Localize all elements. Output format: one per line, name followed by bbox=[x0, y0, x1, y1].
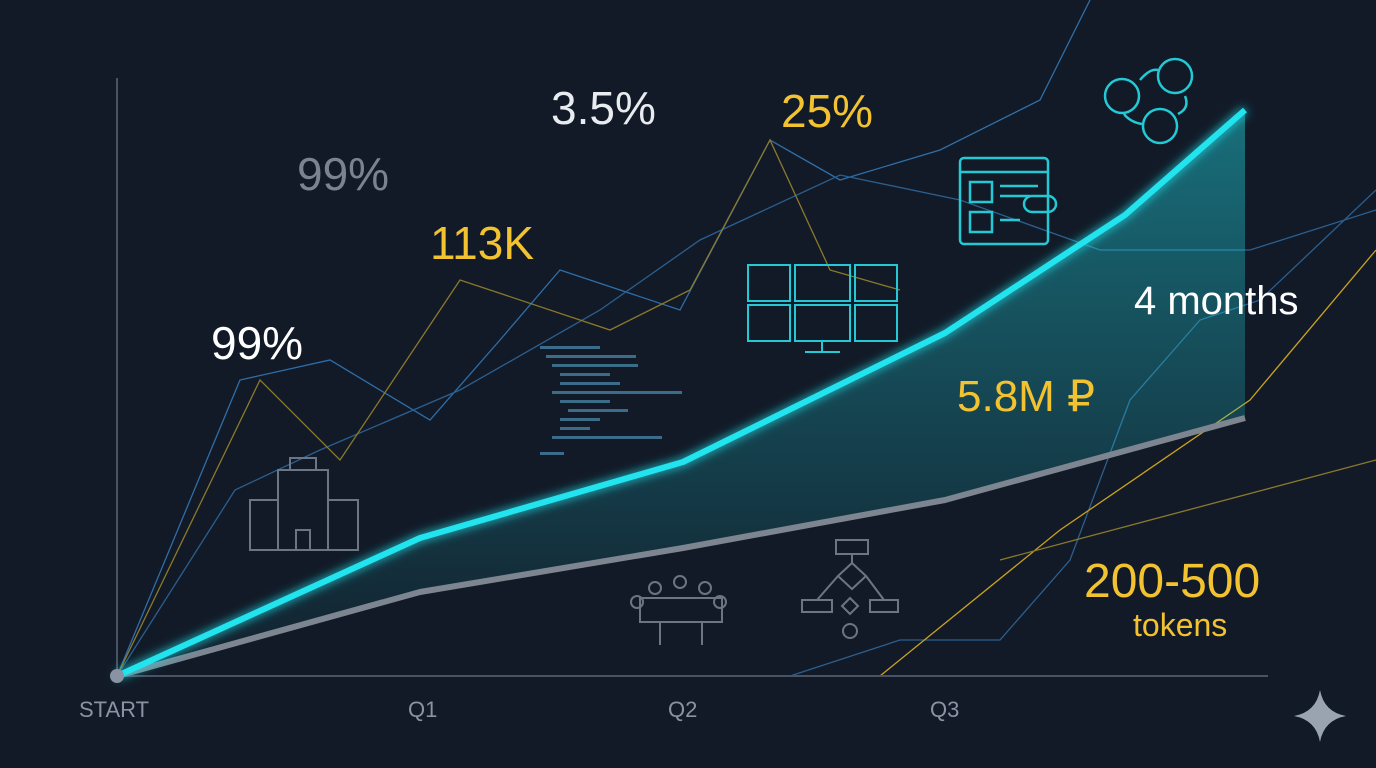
callout: tokens bbox=[1133, 607, 1227, 643]
baseline-line bbox=[116, 415, 1246, 679]
callout: 3.5% bbox=[551, 82, 656, 134]
callout: 5.8M ₽ bbox=[957, 372, 1095, 421]
flowchart-icon bbox=[801, 539, 899, 639]
callout: 113K bbox=[430, 217, 534, 269]
sparkle-icon bbox=[1294, 690, 1346, 742]
callout: 99% bbox=[297, 148, 389, 200]
callout: 99% bbox=[211, 317, 303, 369]
callout: 200-500 bbox=[1084, 555, 1260, 608]
building-icon bbox=[249, 457, 359, 551]
people-icon bbox=[1103, 57, 1194, 145]
callout: 4 months bbox=[1134, 279, 1299, 323]
callout: 25% bbox=[781, 85, 873, 137]
growth-line bbox=[115, 107, 1247, 679]
origin-dot bbox=[110, 669, 124, 683]
x-axis-label: Q2 bbox=[668, 697, 697, 722]
area-fill bbox=[117, 110, 1245, 676]
meeting-icon bbox=[630, 575, 727, 645]
browser-icon bbox=[958, 156, 1058, 246]
x-axis-label: Q1 bbox=[408, 697, 437, 722]
dashboard-icon bbox=[747, 264, 898, 353]
background-lines bbox=[116, 0, 1376, 677]
code-snippet bbox=[540, 346, 682, 455]
x-axis-label: Q3 bbox=[930, 697, 959, 722]
x-axis-label: START bbox=[79, 697, 149, 722]
